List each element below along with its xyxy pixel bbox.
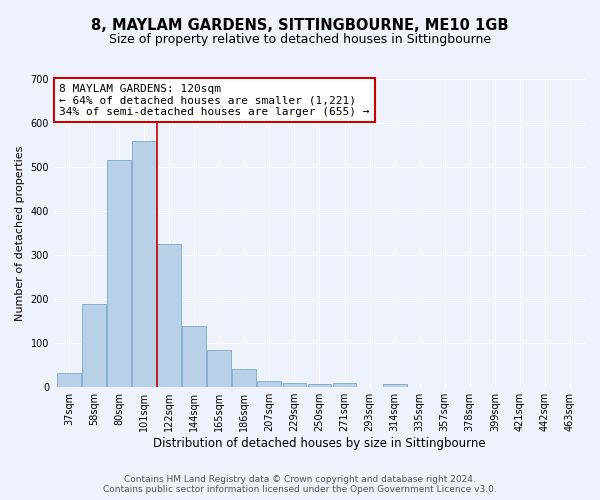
Bar <box>308 384 331 387</box>
Text: 8 MAYLAM GARDENS: 120sqm
← 64% of detached houses are smaller (1,221)
34% of sem: 8 MAYLAM GARDENS: 120sqm ← 64% of detach… <box>59 84 370 117</box>
Bar <box>107 160 131 387</box>
Bar <box>57 372 81 387</box>
Bar <box>257 382 281 387</box>
Bar <box>208 350 231 387</box>
Bar <box>82 304 106 387</box>
Bar <box>132 140 156 387</box>
Bar <box>332 383 356 387</box>
Y-axis label: Number of detached properties: Number of detached properties <box>15 146 25 321</box>
X-axis label: Distribution of detached houses by size in Sittingbourne: Distribution of detached houses by size … <box>153 437 486 450</box>
Text: Size of property relative to detached houses in Sittingbourne: Size of property relative to detached ho… <box>109 32 491 46</box>
Bar <box>157 244 181 387</box>
Bar <box>232 368 256 387</box>
Bar <box>283 383 307 387</box>
Text: Contains HM Land Registry data © Crown copyright and database right 2024.
Contai: Contains HM Land Registry data © Crown c… <box>103 474 497 494</box>
Bar <box>383 384 407 387</box>
Text: 8, MAYLAM GARDENS, SITTINGBOURNE, ME10 1GB: 8, MAYLAM GARDENS, SITTINGBOURNE, ME10 1… <box>91 18 509 32</box>
Bar <box>182 326 206 387</box>
